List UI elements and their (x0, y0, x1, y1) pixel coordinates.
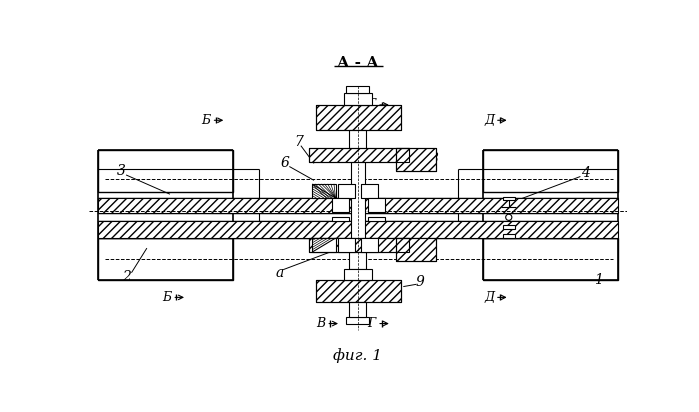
Bar (350, 129, 366, 149)
Bar (344, 94, 372, 105)
Bar (333, 198, 350, 212)
Bar (99, 238, 233, 281)
Bar (484, 238, 618, 281)
Bar (503, 234, 515, 238)
Text: фиг. 1: фиг. 1 (333, 348, 382, 363)
Bar (503, 225, 515, 229)
Bar (333, 198, 350, 212)
Text: 3: 3 (117, 164, 126, 178)
Bar (316, 105, 401, 129)
Bar (346, 317, 369, 324)
Bar (316, 105, 401, 129)
Bar (99, 198, 618, 213)
Bar (396, 238, 435, 261)
Bar (396, 238, 435, 261)
Bar (361, 184, 378, 198)
Bar (316, 281, 401, 302)
Polygon shape (312, 184, 336, 198)
Text: a: a (275, 266, 283, 280)
Bar (338, 184, 355, 198)
Text: 2: 2 (122, 269, 131, 283)
Bar (99, 221, 618, 238)
Text: 9: 9 (416, 275, 425, 289)
Circle shape (505, 214, 512, 220)
Bar (338, 238, 355, 252)
Text: Б: Б (201, 114, 210, 127)
Bar (396, 148, 435, 171)
Text: 8: 8 (430, 152, 438, 166)
Bar (396, 148, 435, 171)
Bar (333, 217, 350, 221)
Text: Д: Д (484, 291, 495, 304)
Text: Г: Г (368, 98, 376, 111)
Bar (351, 94, 365, 323)
Text: В: В (317, 317, 326, 330)
Text: В: В (317, 106, 326, 119)
Bar (368, 198, 385, 212)
Text: Д: Д (484, 114, 495, 127)
Bar (308, 238, 409, 252)
Text: Г: Г (368, 317, 376, 330)
Bar (361, 184, 378, 198)
Bar (338, 184, 355, 198)
Bar (484, 150, 618, 192)
Bar (361, 238, 378, 252)
Text: 7: 7 (294, 135, 303, 149)
Bar (338, 238, 355, 252)
Bar (368, 198, 385, 212)
Bar (350, 302, 366, 317)
Text: А - А: А - А (337, 56, 379, 70)
Bar (350, 252, 366, 269)
Bar (99, 150, 233, 192)
Bar (344, 269, 372, 281)
Text: Б: Б (162, 291, 171, 304)
Bar (346, 87, 369, 94)
Polygon shape (312, 238, 336, 252)
Text: 4: 4 (582, 166, 590, 180)
Bar (308, 238, 409, 252)
Bar (368, 217, 385, 221)
Bar (361, 238, 378, 252)
Bar (308, 148, 409, 162)
Text: 1: 1 (594, 274, 603, 288)
Bar (316, 281, 401, 302)
Bar (503, 197, 515, 200)
Text: 6: 6 (281, 156, 290, 170)
Bar (308, 148, 409, 162)
